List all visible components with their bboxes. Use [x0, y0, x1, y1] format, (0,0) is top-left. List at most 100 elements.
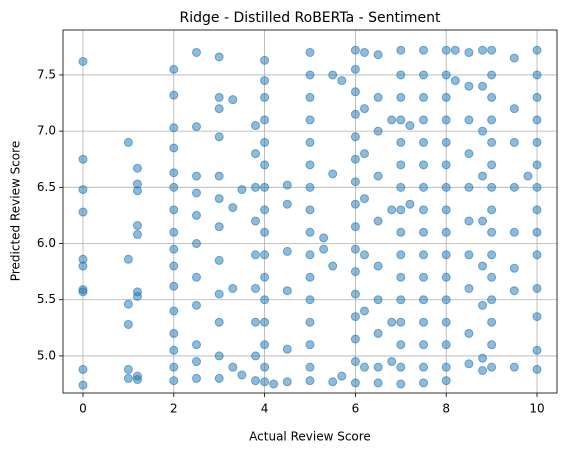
- point: [191, 122, 201, 132]
- point: [450, 45, 460, 55]
- point: [487, 92, 497, 102]
- point: [396, 250, 406, 260]
- point: [487, 250, 497, 260]
- point: [464, 47, 474, 57]
- point: [214, 289, 224, 299]
- point: [350, 289, 360, 299]
- point: [269, 379, 279, 389]
- point: [191, 210, 201, 220]
- point: [319, 233, 329, 243]
- point: [350, 45, 360, 55]
- x-tick-label: 6: [352, 402, 360, 416]
- point: [464, 182, 474, 192]
- point: [487, 205, 497, 215]
- point: [260, 362, 270, 372]
- point: [237, 370, 247, 380]
- point: [78, 380, 88, 390]
- point: [419, 115, 429, 125]
- point: [532, 283, 542, 293]
- point: [78, 185, 88, 195]
- point: [305, 92, 315, 102]
- point: [169, 182, 179, 192]
- point: [169, 64, 179, 74]
- point: [532, 205, 542, 215]
- point: [441, 205, 451, 215]
- point: [487, 340, 497, 350]
- point: [419, 378, 429, 388]
- point: [282, 344, 292, 354]
- point: [78, 261, 88, 271]
- point: [350, 222, 360, 232]
- point: [350, 244, 360, 254]
- point: [464, 328, 474, 338]
- point: [509, 227, 519, 237]
- point: [214, 92, 224, 102]
- point: [260, 250, 270, 260]
- point: [260, 115, 270, 125]
- point: [441, 182, 451, 192]
- point: [419, 182, 429, 192]
- point: [132, 221, 142, 231]
- point: [350, 334, 360, 344]
- point: [359, 306, 369, 316]
- point: [78, 207, 88, 217]
- point: [337, 76, 347, 86]
- point: [532, 182, 542, 192]
- point: [441, 317, 451, 327]
- point: [396, 272, 406, 282]
- point: [251, 351, 261, 361]
- point: [305, 182, 315, 192]
- point: [419, 317, 429, 327]
- point: [359, 194, 369, 204]
- point: [78, 56, 88, 66]
- point: [387, 317, 397, 327]
- point: [123, 137, 133, 147]
- point: [487, 272, 497, 282]
- y-tick-label: 5.0: [37, 348, 56, 362]
- point: [191, 47, 201, 57]
- point: [191, 300, 201, 310]
- point: [487, 115, 497, 125]
- point: [260, 55, 270, 65]
- point: [78, 287, 88, 297]
- point: [260, 295, 270, 305]
- point: [260, 92, 270, 102]
- point: [464, 115, 474, 125]
- point: [419, 70, 429, 80]
- point: [487, 295, 497, 305]
- point: [396, 70, 406, 80]
- point: [441, 137, 451, 147]
- point: [509, 104, 519, 114]
- point: [123, 373, 133, 383]
- point: [350, 267, 360, 277]
- point: [387, 357, 397, 367]
- point: [328, 377, 338, 387]
- point: [305, 376, 315, 386]
- point: [405, 199, 415, 209]
- point: [251, 182, 261, 192]
- point: [373, 362, 383, 372]
- point: [359, 250, 369, 260]
- point: [228, 362, 238, 372]
- point: [487, 70, 497, 80]
- point: [132, 163, 142, 173]
- point: [419, 227, 429, 237]
- point: [282, 246, 292, 256]
- point: [464, 216, 474, 226]
- point: [260, 205, 270, 215]
- x-tick-label: 10: [529, 402, 544, 416]
- point: [282, 180, 292, 190]
- point: [132, 375, 142, 385]
- point: [359, 149, 369, 159]
- point: [419, 295, 429, 305]
- point: [532, 345, 542, 355]
- y-tick-label: 7.5: [37, 67, 56, 81]
- point: [123, 364, 133, 374]
- point: [419, 272, 429, 282]
- point: [396, 317, 406, 327]
- point: [191, 188, 201, 198]
- point: [228, 203, 238, 213]
- point: [523, 171, 533, 181]
- point: [305, 362, 315, 372]
- point: [373, 126, 383, 136]
